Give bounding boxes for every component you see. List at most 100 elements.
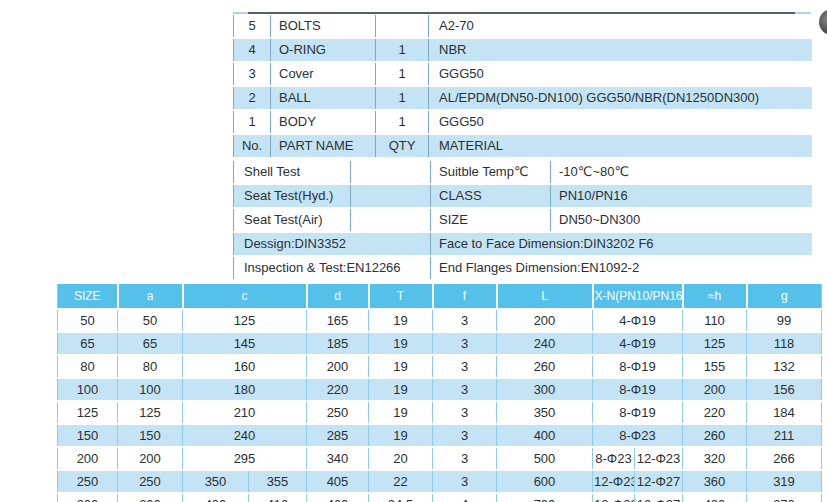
spec-row: Shell Test Suitble Temp℃ -10℃~80℃	[234, 161, 812, 184]
dim-row: 1501502402851934008-Φ23260211	[58, 424, 822, 447]
dim-cell: 80	[118, 355, 183, 378]
dim-cell: 125	[118, 401, 183, 424]
dim-cell: 285	[307, 424, 369, 447]
table-top-border-right	[795, 12, 811, 14]
dim-cell: 50	[58, 309, 118, 332]
dim-cell: 100	[58, 378, 118, 401]
dim-cell: 4	[433, 493, 497, 502]
dim-cell: 125	[58, 401, 118, 424]
dim-cell: 200	[497, 309, 593, 332]
dim-cell: 340	[307, 447, 369, 470]
dim-cell: 185	[307, 332, 369, 355]
dimensions-table: SIZEacdTfLX-N(PN10/PN16)≈hg 505012516519…	[57, 284, 822, 502]
dim-cell: 430	[683, 493, 747, 502]
dim-row: 1001001802201933008-Φ19200156	[58, 378, 822, 401]
dim-cell: 50	[118, 309, 183, 332]
dim-cell: 250	[58, 470, 118, 493]
dim-row: 30030040041046024.5470012-Φ2312-Φ2743037…	[58, 493, 822, 502]
parts-list-table: 5 BOLTS A2-70 4 O-RING 1 NBR 3 Cover 1 G…	[233, 15, 812, 159]
dim-cell: 300	[118, 493, 183, 502]
dim-cell: 3	[433, 309, 497, 332]
dim-cell: 125	[183, 309, 307, 332]
parts-row: 2 BALL 1 AL/EPDM(DN50-DN100) GGG50/NBR(D…	[234, 86, 812, 110]
dim-cell: 350	[497, 401, 593, 424]
dim-cell: 145	[183, 332, 307, 355]
test-value-blank	[351, 208, 431, 232]
dim-cell: 19	[369, 401, 433, 424]
dim-cell: 260	[683, 424, 747, 447]
dim-cell: 200	[683, 378, 747, 401]
dim-cell: 19	[369, 355, 433, 378]
dim-cell: 319	[747, 470, 822, 493]
part-material: NBR	[429, 38, 812, 62]
parts-row: 5 BOLTS A2-70	[234, 15, 812, 38]
dim-cell: 210	[183, 401, 307, 424]
part-material: A2-70	[429, 15, 812, 38]
dim-cell: 125	[683, 332, 747, 355]
part-qty: 1	[376, 86, 429, 110]
dim-cell: 295	[183, 447, 307, 470]
dim-cell: 100	[118, 378, 183, 401]
dim-cell: 65	[118, 332, 183, 355]
dim-row: 1251252102501933508-Φ19220184	[58, 401, 822, 424]
dim-cell: 600	[497, 470, 593, 493]
dim-cell: 20	[369, 447, 433, 470]
spec-row: Seat Test(Hyd.) CLASS PN10/PN16	[234, 184, 812, 208]
dim-cell: 12-Φ27	[635, 493, 683, 502]
dim-cell: 200	[118, 447, 183, 470]
part-no: 2	[234, 86, 271, 110]
dim-row: 2002002953402035008-Φ2312-Φ23320266	[58, 447, 822, 470]
dim-cell: 700	[497, 493, 593, 502]
dim-cell: 260	[497, 355, 593, 378]
dim-cell: 12-Φ23	[593, 470, 635, 493]
dim-cell: 4-Φ19	[593, 309, 683, 332]
parts-header-row: No. PART NAME QTY MATERIAL	[234, 134, 812, 158]
spec-label: CLASS	[431, 184, 551, 208]
design-standard: Dessign:DIN3352	[234, 232, 431, 256]
dim-cell: 400	[497, 424, 593, 447]
dim-cell: 156	[747, 378, 822, 401]
parts-row: 3 Cover 1 GGG50	[234, 62, 812, 86]
dim-cell: 150	[58, 424, 118, 447]
part-no: 5	[234, 15, 271, 38]
dim-cell: 300	[497, 378, 593, 401]
dim-cell: 65	[58, 332, 118, 355]
standards-row: Dessign:DIN3352 Face to Face Dimension:D…	[234, 232, 812, 256]
dim-col-header: ≈h	[683, 284, 747, 309]
dim-cell: 150	[118, 424, 183, 447]
page-corner-dot	[819, 9, 827, 35]
part-no: 3	[234, 62, 271, 86]
dim-row: 25025035035540522360012-Φ2312-Φ27360319	[58, 470, 822, 493]
valve-datasheet-page: 5 BOLTS A2-70 4 O-RING 1 NBR 3 Cover 1 G…	[0, 0, 827, 502]
part-qty: 1	[376, 62, 429, 86]
dim-col-header: c	[183, 284, 307, 309]
table-top-border	[248, 12, 795, 14]
dim-cell: 3	[433, 447, 497, 470]
part-qty	[376, 15, 429, 38]
dim-cell: 184	[747, 401, 822, 424]
parts-row: 4 O-RING 1 NBR	[234, 38, 812, 62]
dim-cell: 400	[183, 493, 249, 502]
dim-cell: 200	[307, 355, 369, 378]
dim-cell: 19	[369, 424, 433, 447]
col-header-material: MATERIAL	[429, 134, 812, 158]
dim-cell: 180	[183, 378, 307, 401]
dim-cell: 355	[249, 470, 307, 493]
col-header-part: PART NAME	[271, 134, 376, 158]
dim-cell: 8-Φ23	[593, 424, 683, 447]
test-spec-table: Shell Test Suitble Temp℃ -10℃~80℃ Seat T…	[233, 161, 812, 281]
dim-col-header: T	[369, 284, 433, 309]
dim-cell: 3	[433, 355, 497, 378]
dim-cell: 19	[369, 332, 433, 355]
part-name: Cover	[271, 62, 376, 86]
dim-cell: 110	[683, 309, 747, 332]
dim-col-header: g	[747, 284, 822, 309]
col-header-no: No.	[234, 134, 271, 158]
part-name: BOLTS	[271, 15, 376, 38]
dim-col-header: d	[307, 284, 369, 309]
dim-cell: 250	[118, 470, 183, 493]
dim-cell: 410	[249, 493, 307, 502]
part-qty: 1	[376, 38, 429, 62]
dim-cell: 118	[747, 332, 822, 355]
parts-row: 1 BODY 1 GGG50	[234, 110, 812, 134]
